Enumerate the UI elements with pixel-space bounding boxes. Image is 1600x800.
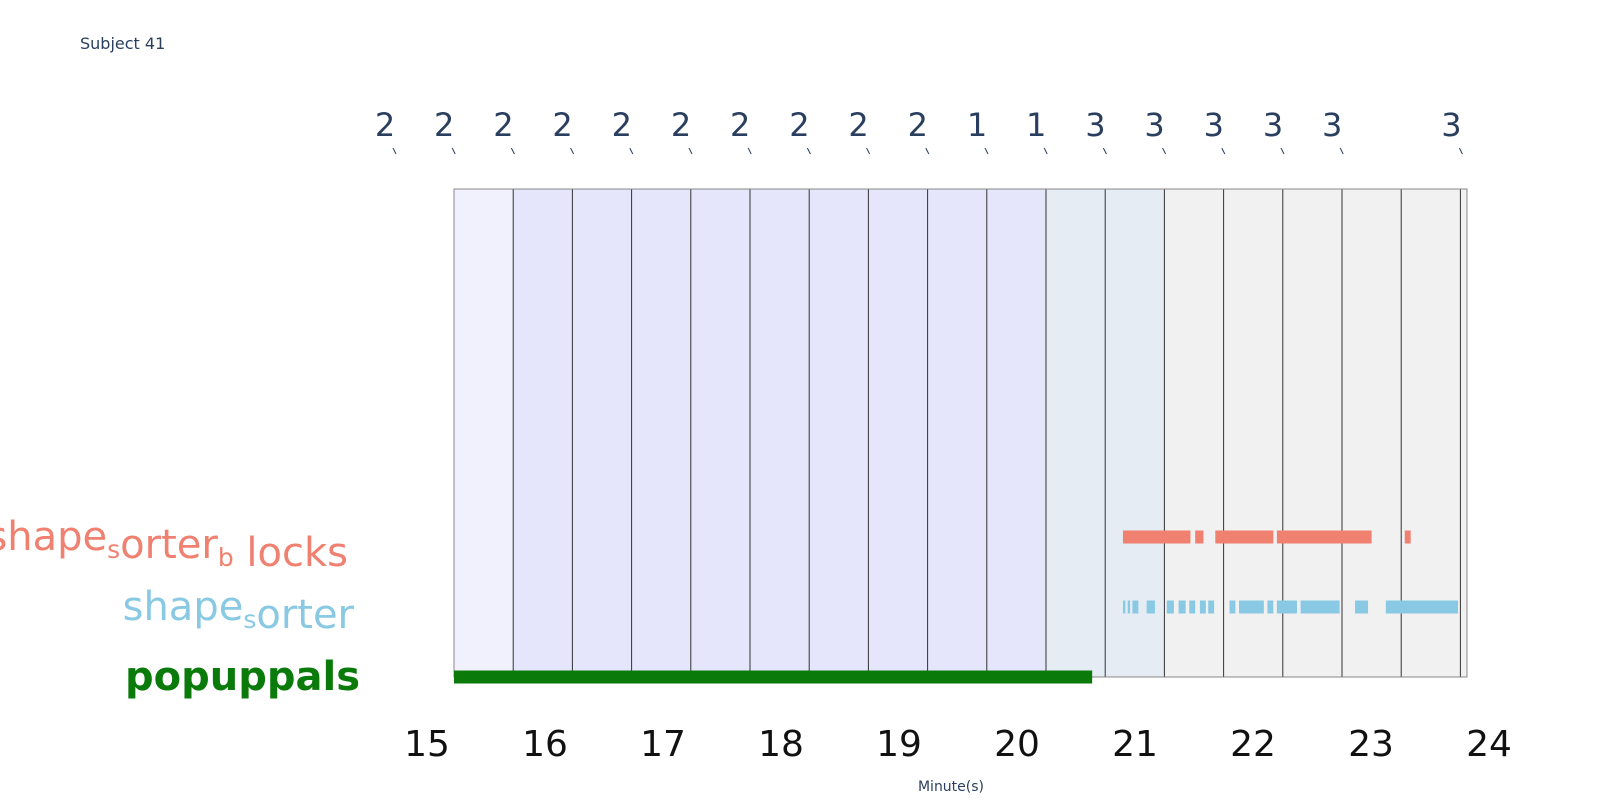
activity-mark-shape-sorter-blocks [1215,530,1274,544]
activity-mark-shape-sorter [1238,600,1264,614]
lane-label-shape-sorter-blocks: shapesorterb locks [0,514,348,576]
segment-label: 2 [612,106,632,144]
activity-mark-shape-sorter [1178,600,1186,614]
activity-mark-shape-sorter [1122,600,1126,614]
segment-band [809,189,869,677]
x-tick-label: 24 [1466,724,1512,765]
segment-label-tick [1162,147,1167,155]
segment-label: 2 [671,106,691,144]
activity-mark-shape-sorter [1166,600,1174,614]
lane-label-popuppals: popuppals [125,654,360,700]
activity-mark-shape-sorter [1267,600,1274,614]
segment-band [690,189,750,677]
segment-label: 2 [375,106,395,144]
segment-label: 2 [434,106,454,144]
activity-mark-shape-sorter-blocks [1276,530,1372,544]
segment-band [927,189,987,677]
lane-labels: shapesorterb locks shapesorter popuppals [0,514,360,700]
segment-label-tick [1280,147,1285,155]
segment-label-tick [866,147,871,155]
subject-title: Subject 41 [80,34,165,53]
segment-band [750,189,810,677]
segment-label: 2 [848,106,868,144]
activity-mark-shape-sorter [1355,600,1369,614]
segment-label-tick [1043,147,1048,155]
activity-mark-shape-sorter [1146,600,1155,614]
activity-mark-shape-sorter [1300,600,1340,614]
segment-label-tick [1221,147,1226,155]
segment-band [1401,189,1461,677]
activity-mark-shape-sorter [1276,600,1298,614]
segment-label-tick [392,147,397,155]
segment-label: 3 [1441,106,1461,144]
x-tick-label: 20 [994,724,1040,765]
segment-label-tick [688,147,693,155]
segment-label: 3 [1085,106,1105,144]
activity-mark-shape-sorter [1229,600,1236,614]
segment-band [454,189,514,677]
activity-mark-shape-sorter [1385,600,1459,614]
segment-label: 2 [789,106,809,144]
activity-marks [454,530,1459,684]
x-tick-label: 16 [522,724,568,765]
segment-label-tick [1458,147,1463,155]
segment-label: 3 [1322,106,1342,144]
segment-band [1046,189,1106,677]
segment-label: 3 [1263,106,1283,144]
segment-label: 3 [1144,106,1164,144]
segment-label-tick [984,147,989,155]
activity-mark-shape-sorter [1208,600,1215,614]
x-axis-ticks: 15 16 17 18 19 20 21 22 23 24 [404,724,1512,765]
segment-label-tick [510,147,515,155]
segment-label: 2 [730,106,750,144]
segment-band [1342,189,1402,677]
x-tick-label: 21 [1112,724,1158,765]
segment-band [1282,189,1342,677]
segment-label: 3 [1204,106,1224,144]
segment-band [986,189,1046,677]
x-tick-label: 17 [640,724,686,765]
segment-band [868,189,928,677]
activity-mark-shape-sorter [1199,600,1206,614]
segment-band [1105,189,1165,677]
segment-band [572,189,632,677]
segment-label-tick [925,147,930,155]
segment-label: 1 [1026,106,1046,144]
segment-label-tick [1102,147,1107,155]
segment-label: 2 [493,106,513,144]
activity-mark-shape-sorter [1132,600,1139,614]
segment-label-tick [570,147,575,155]
activity-mark-shape-sorter [1127,600,1131,614]
activity-mark-shape-sorter-blocks [1195,530,1204,544]
segment-label: 2 [908,106,928,144]
segment-bands [454,189,1467,677]
x-tick-label: 23 [1348,724,1394,765]
x-tick-label: 18 [758,724,804,765]
segment-band [513,189,573,677]
segment-label-tick [451,147,456,155]
segment-label: 1 [967,106,987,144]
x-tick-label: 22 [1230,724,1276,765]
segment-dividers [512,189,1461,677]
segment-band [631,189,691,677]
activity-mark-shape-sorter-blocks [1404,530,1411,544]
segment-label-tick [806,147,811,155]
segment-label-tick [1339,147,1344,155]
segment-label-tick [629,147,634,155]
segment-labels: 2 2 2 2 2 2 2 2 2 2 1 1 3 3 3 3 3 3 [375,106,1463,155]
lane-label-shape-sorter: shapesorter [123,584,355,638]
activity-mark-popuppals [454,670,1093,684]
activity-mark-shape-sorter [1189,600,1196,614]
x-tick-label: 15 [404,724,450,765]
activity-mark-shape-sorter-blocks [1122,530,1191,544]
x-axis-title: Minute(s) [918,779,984,795]
segment-label-tick [747,147,752,155]
segment-band [1460,189,1467,677]
segment-band [1223,189,1283,677]
segment-band [1164,189,1224,677]
x-tick-label: 19 [876,724,922,765]
segment-label: 2 [552,106,572,144]
